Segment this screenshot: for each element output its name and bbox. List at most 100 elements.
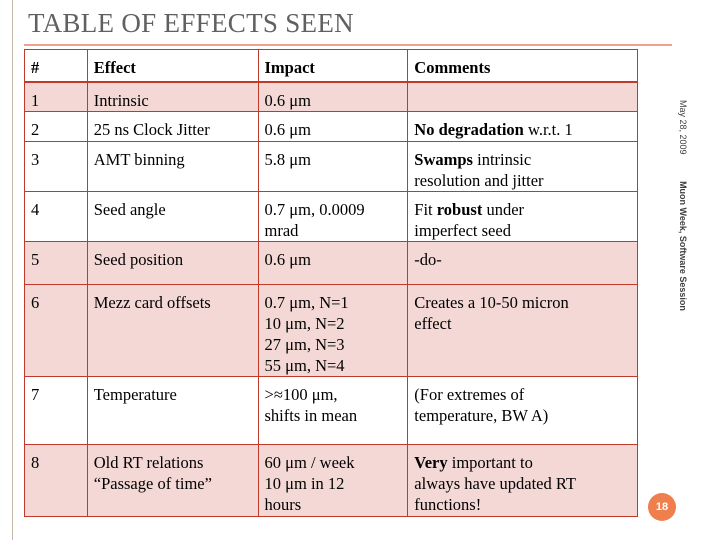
table-row: 4 Seed angle 0.7 μm, 0.0009 mrad Fit robust … [24, 190, 638, 242]
cell-effect: Mezz card offsets [86, 283, 259, 377]
table-row: 7 Temperature >≈100 μm, shifts in mean (For … [24, 375, 638, 445]
impact-line: hours [264, 494, 302, 514]
comment-text: (For extremes of [414, 384, 525, 404]
effect-line: Seed position [93, 249, 184, 269]
cell-impact: 0.7 μm, 0.0009 mrad [257, 190, 409, 242]
cell-effect: Temperature [86, 375, 259, 445]
impact-line: 5.8 μm [264, 149, 311, 169]
table-row: 2 25 ns Clock Jitter 0.6 μm No degradation … [24, 110, 638, 142]
comment-emphasis: Swamps [414, 149, 473, 169]
cell-comments [407, 81, 638, 112]
header-impact: Impact [257, 49, 409, 83]
impact-line: 10 μm in 12 [264, 473, 345, 493]
impact-line: >≈100 μm, [264, 384, 338, 404]
comment-text: imperfect seed [414, 220, 511, 240]
slide-date: May 28, 2009 [678, 100, 688, 155]
impact-line: 10 μm, N=2 [264, 313, 345, 333]
table-row: 1 Intrinsic 0.6 μm [24, 81, 638, 112]
cell-comments: Very important to always have updated RT f… [407, 443, 638, 517]
table-row: 8 Old RT relations “Passage of time” 60 μm … [24, 443, 638, 517]
footer-sidebar: May 28, 2009 Muon Week, Software Session [676, 100, 688, 370]
cell-number: 1 [24, 81, 88, 112]
comment-text: Creates a 10-50 micron [414, 292, 569, 312]
impact-line: 0.7 μm, N=1 [264, 292, 349, 312]
comment-text: temperature, BW A) [414, 405, 549, 425]
comment-line: functions! [414, 494, 631, 515]
comment-line: always have updated RT [414, 473, 631, 494]
impact-line: 60 μm / week [264, 452, 355, 472]
cell-comments: Fit robust under imperfect seed [407, 190, 638, 242]
cell-comments: No degradation w.r.t. 1 [407, 110, 638, 142]
cell-number: 2 [24, 110, 88, 142]
left-margin-rule [12, 0, 13, 540]
cell-impact: 0.7 μm, N=1 10 μm, N=2 27 μm, N=3 55 μm, N=… [257, 283, 409, 377]
cell-comments: -do- [407, 240, 638, 285]
comment-line: temperature, BW A) [414, 405, 631, 426]
impact-line: 0.6 μm [264, 119, 311, 139]
cell-comments: Swamps intrinsic resolution and jitter [407, 140, 638, 192]
impact-line: 0.6 μm [264, 90, 311, 110]
comment-text: under [482, 199, 525, 219]
cell-impact: 60 μm / week 10 μm in 12 hours [257, 443, 409, 517]
comment-text: w.r.t. 1 [523, 119, 573, 139]
cell-number: 6 [24, 283, 88, 377]
comment-line: Very important to [414, 452, 631, 473]
comment-line: -do- [414, 249, 631, 270]
header-number: # [24, 49, 88, 83]
effect-line: Seed angle [93, 199, 166, 219]
comment-line: Creates a 10-50 micron [414, 292, 631, 313]
effect-line: Temperature [93, 384, 177, 404]
cell-effect: 25 ns Clock Jitter [86, 110, 259, 142]
comment-emphasis: No degradation [414, 119, 524, 139]
impact-line: mrad [264, 220, 299, 240]
comment-line: resolution and jitter [414, 170, 631, 191]
title-underline [24, 44, 672, 46]
cell-impact: 0.6 μm [257, 110, 409, 142]
cell-impact: 0.6 μm [257, 81, 409, 112]
cell-number: 3 [24, 140, 88, 192]
comment-line: effect [414, 313, 631, 334]
page-number-badge: 18 [648, 493, 676, 521]
table-row: 5 Seed position 0.6 μm -do- [24, 240, 638, 285]
cell-effect: Seed angle [86, 190, 259, 242]
effect-line: “Passage of time” [93, 473, 212, 493]
impact-line: shifts in mean [264, 405, 358, 425]
cell-effect: Old RT relations “Passage of time” [86, 443, 259, 517]
header-effect: Effect [86, 49, 259, 83]
cell-effect: AMT binning [86, 140, 259, 192]
comment-text: intrinsic [472, 149, 532, 169]
cell-impact: 0.6 μm [257, 240, 409, 285]
table-row: 3 AMT binning 5.8 μm Swamps intrinsic resolu… [24, 140, 638, 192]
table-row: 6 Mezz card offsets 0.7 μm, N=1 10 μm, N=2 2… [24, 283, 638, 377]
effect-line: Old RT relations [93, 452, 204, 472]
cell-comments: Creates a 10-50 micron effect [407, 283, 638, 377]
comment-text: functions! [414, 494, 482, 514]
cell-impact: >≈100 μm, shifts in mean [257, 375, 409, 445]
comment-line: No degradation w.r.t. 1 [414, 119, 631, 140]
cell-number: 8 [24, 443, 88, 517]
header-comments: Comments [407, 49, 638, 83]
effects-table: # Effect Impact Comments 1 Intrinsic 0.6 μ… [24, 49, 638, 517]
cell-effect: Seed position [86, 240, 259, 285]
effect-line: 25 ns Clock Jitter [93, 119, 210, 139]
impact-line: 0.7 μm, 0.0009 [264, 199, 365, 219]
comment-line: Fit robust under [414, 199, 631, 220]
comment-line: imperfect seed [414, 220, 631, 241]
comment-emphasis: Very [414, 452, 448, 472]
slide-title: TABLE OF EFFECTS SEEN [28, 8, 354, 38]
table-header-row: # Effect Impact Comments [24, 49, 638, 83]
cell-effect: Intrinsic [86, 81, 259, 112]
comment-emphasis: robust [436, 199, 483, 219]
comment-text: Fit [414, 199, 437, 219]
comment-text: important to [447, 452, 533, 472]
impact-line: 55 μm, N=4 [264, 355, 345, 375]
comment-text: -do- [414, 249, 442, 269]
cell-number: 7 [24, 375, 88, 445]
comment-text: always have updated RT [414, 473, 576, 493]
cell-number: 4 [24, 190, 88, 242]
effect-line: Intrinsic [93, 90, 149, 110]
session-name: Muon Week, Software Session [678, 181, 688, 311]
cell-number: 5 [24, 240, 88, 285]
effect-line: AMT binning [93, 149, 185, 169]
comment-text: resolution and jitter [414, 170, 544, 190]
